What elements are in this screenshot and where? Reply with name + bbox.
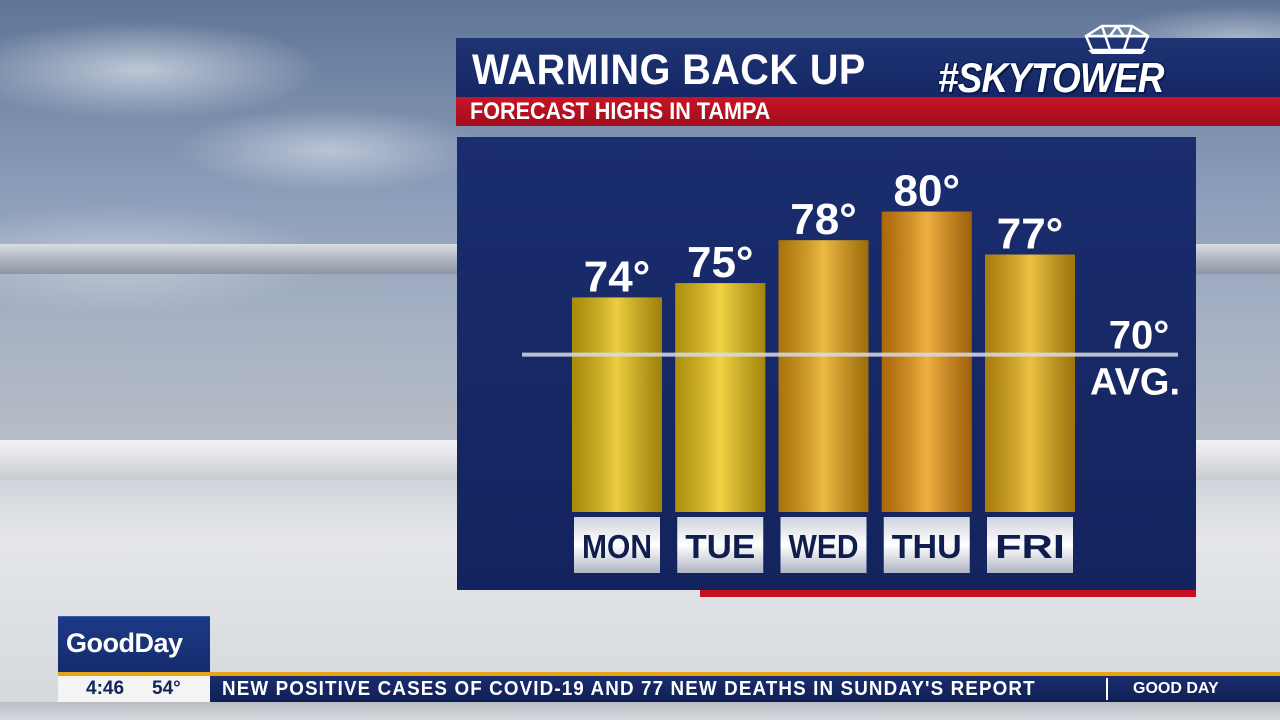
value-label-wed: 78° bbox=[790, 195, 857, 244]
ticker-brand-tag: GOOD DAY bbox=[1133, 680, 1219, 697]
chart-accent-line bbox=[700, 590, 1196, 597]
day-tile-tue bbox=[677, 517, 764, 573]
category-label-wed: WED bbox=[789, 528, 859, 565]
day-tile-wed bbox=[780, 517, 867, 573]
goodday-logo-text: GoodDay bbox=[66, 628, 183, 658]
average-text-label: AVG. bbox=[1090, 362, 1180, 404]
bar-shading-fri bbox=[985, 254, 1075, 513]
subtitle-bar bbox=[456, 97, 1280, 126]
bar-shading-wed bbox=[778, 240, 869, 512]
value-label-thu: 80° bbox=[893, 167, 960, 216]
ticker-divider bbox=[1106, 678, 1108, 700]
ticker-headline: NEW POSITIVE CASES OF COVID-19 AND 77 NE… bbox=[222, 678, 1036, 700]
category-label-fri: FRI bbox=[995, 528, 1065, 565]
category-label-mon: MON bbox=[582, 528, 652, 565]
skytower-logo-text: #SKYTOWER bbox=[938, 54, 1164, 101]
value-label-tue: 75° bbox=[687, 238, 754, 287]
clock-time: 4:46 bbox=[86, 678, 125, 699]
ticker-accent-line bbox=[58, 672, 1280, 676]
goodday-logo bbox=[58, 616, 210, 679]
bar-shading-mon bbox=[572, 297, 662, 512]
skytower-logo-icon bbox=[1084, 24, 1150, 54]
time-temp-box bbox=[58, 676, 210, 702]
category-label-tue: TUE bbox=[685, 528, 755, 565]
news-ticker bbox=[210, 676, 1280, 702]
average-value-label: 70° bbox=[1109, 314, 1170, 358]
page-title: WARMING BACK UP bbox=[472, 46, 866, 94]
page-subtitle: FORECAST HIGHS IN TAMPA bbox=[470, 98, 771, 125]
studio-desk-edge bbox=[0, 702, 1280, 720]
bar-shading-thu bbox=[881, 211, 972, 512]
bar-shading-tue bbox=[675, 283, 766, 512]
category-label-thu: THU bbox=[892, 528, 962, 565]
current-temperature: 54° bbox=[152, 678, 181, 699]
day-tile-fri bbox=[987, 517, 1073, 573]
day-tile-thu bbox=[883, 517, 970, 573]
day-tile-mon bbox=[574, 517, 660, 573]
value-label-fri: 77° bbox=[997, 210, 1064, 259]
value-label-mon: 74° bbox=[584, 252, 651, 301]
